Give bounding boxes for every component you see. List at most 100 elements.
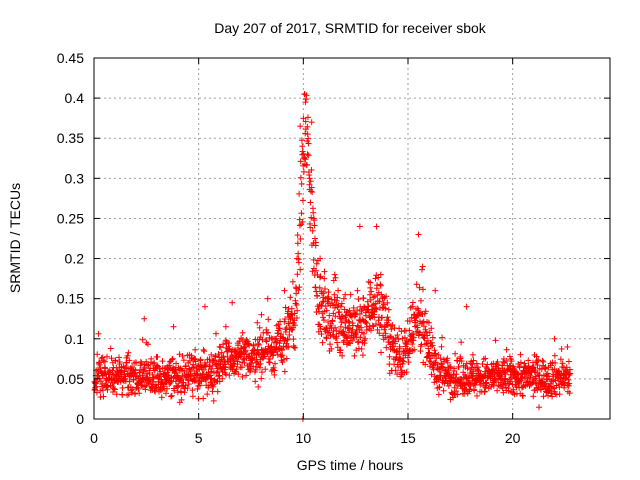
data-point [216,372,223,379]
data-point [109,383,116,390]
data-point [395,336,402,343]
data-point [169,355,176,362]
data-point [500,358,507,365]
data-point [294,232,301,239]
data-point [331,291,338,298]
data-point [296,190,303,197]
data-point [321,268,328,275]
data-point [311,235,318,242]
data-point [498,373,505,380]
data-point [168,392,175,399]
data-point [292,300,299,307]
data-point [325,318,332,325]
data-point [317,255,324,262]
data-point [476,367,483,374]
data-point [246,342,253,349]
data-point [271,339,278,346]
data-point [458,339,465,346]
data-point [287,294,294,301]
data-point [281,287,288,294]
data-point [281,337,288,344]
data-point [280,356,287,363]
data-point [440,387,447,394]
data-point [297,266,304,273]
data-point [403,369,410,376]
y-tick-label: 0.25 [57,210,84,226]
data-point [404,354,411,361]
data-point [268,343,275,350]
data-point [124,352,131,359]
data-point [109,367,116,374]
data-point [441,358,448,365]
data-point [432,287,439,294]
data-point [432,350,439,357]
data-point [313,260,320,267]
data-point [428,371,435,378]
data-point [240,356,247,363]
data-point [298,210,305,217]
data-point [295,259,302,266]
data-point [137,358,144,365]
data-point [470,357,477,364]
data-point [360,330,367,337]
data-point [314,293,321,300]
data-point [565,376,572,383]
data-point [151,367,158,374]
data-point [388,326,395,333]
data-point [223,371,230,378]
data-point [178,396,185,403]
data-point [394,332,401,339]
data-point [254,340,261,347]
data-point [363,320,370,327]
data-point [200,395,207,402]
data-point [178,375,185,382]
data-point [181,389,188,396]
data-point [527,372,534,379]
data-point [564,367,571,374]
data-point [435,391,442,398]
data-point [155,375,162,382]
data-point [540,393,547,400]
data-point [112,357,119,364]
data-point [319,339,326,346]
data-point [103,375,110,382]
data-point [194,385,201,392]
data-point [135,385,142,392]
data-point [477,381,484,388]
data-point [251,347,258,354]
data-point [365,309,372,316]
data-point [453,388,460,395]
data-point [151,359,158,366]
data-point [92,379,99,386]
data-point [235,351,242,358]
data-point [108,355,115,362]
data-point [222,337,229,344]
data-point [168,393,175,400]
data-point [350,304,357,311]
data-point [322,303,329,310]
data-point [422,308,429,315]
data-point [455,363,462,370]
data-point [148,355,155,362]
data-point [264,295,271,302]
data-point [365,278,372,285]
data-point [258,311,265,318]
data-point [158,394,165,401]
data-point [278,331,285,338]
data-point [149,378,156,385]
data-point [202,361,209,368]
data-point [190,361,197,368]
data-point [298,137,305,144]
data-point [534,358,541,365]
data-point [329,318,336,325]
data-point [346,325,353,332]
data-point [309,189,316,196]
data-point [193,370,200,377]
data-point [334,294,341,301]
data-point [273,335,280,342]
data-point [165,373,172,380]
data-point [316,274,323,281]
data-point [304,123,311,130]
data-point [353,347,360,354]
data-point [548,390,555,397]
